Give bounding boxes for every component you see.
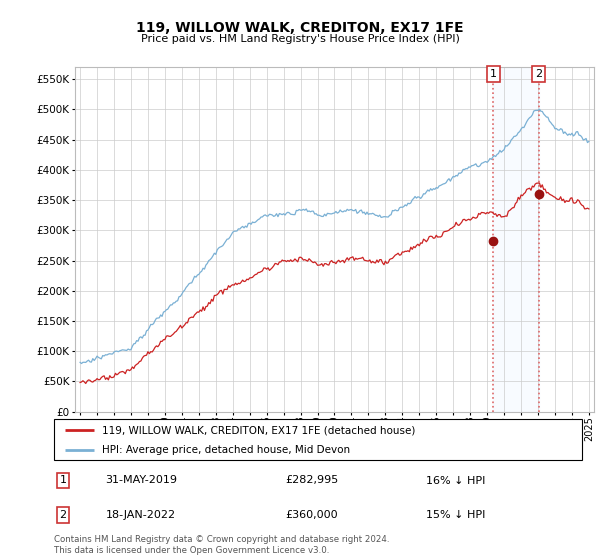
Text: 1: 1 [490,69,497,79]
Text: Contains HM Land Registry data © Crown copyright and database right 2024.
This d: Contains HM Land Registry data © Crown c… [54,535,389,555]
Text: 15% ↓ HPI: 15% ↓ HPI [427,510,485,520]
Text: 18-JAN-2022: 18-JAN-2022 [106,510,176,520]
Text: £360,000: £360,000 [286,510,338,520]
Text: 119, WILLOW WALK, CREDITON, EX17 1FE (detached house): 119, WILLOW WALK, CREDITON, EX17 1FE (de… [101,425,415,435]
Text: HPI: Average price, detached house, Mid Devon: HPI: Average price, detached house, Mid … [101,445,350,455]
Text: 2: 2 [59,510,67,520]
Text: 2: 2 [535,69,542,79]
Text: Price paid vs. HM Land Registry's House Price Index (HPI): Price paid vs. HM Land Registry's House … [140,34,460,44]
FancyBboxPatch shape [54,419,582,460]
Bar [493,67,539,412]
Text: 16% ↓ HPI: 16% ↓ HPI [427,475,485,486]
Text: 31-MAY-2019: 31-MAY-2019 [105,475,177,486]
Text: £282,995: £282,995 [286,475,338,486]
Text: 1: 1 [59,475,67,486]
Text: 119, WILLOW WALK, CREDITON, EX17 1FE: 119, WILLOW WALK, CREDITON, EX17 1FE [136,21,464,35]
